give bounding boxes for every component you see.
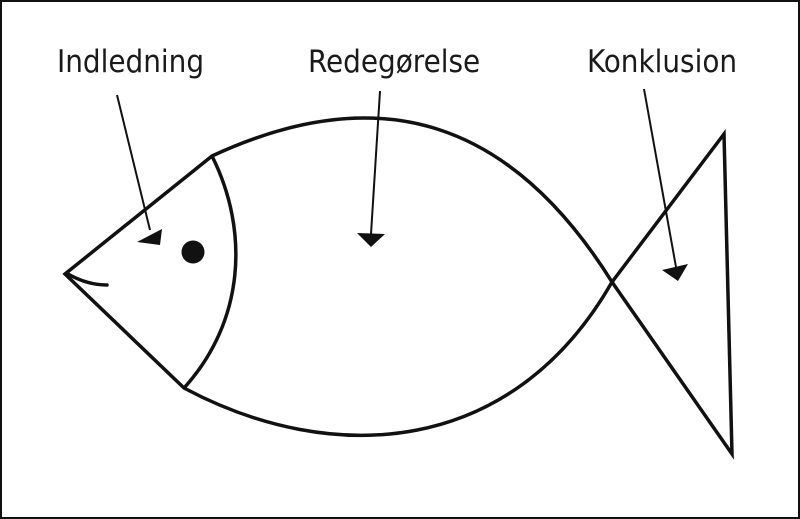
arrow-body (357, 90, 385, 247)
arrow-conclusion-shaft (643, 88, 677, 268)
arrow-intro-shaft (116, 94, 151, 231)
arrow-body-head (357, 233, 385, 247)
arrow-conclusion (643, 88, 688, 281)
arrow-intro (116, 94, 162, 245)
label-conclusion: Konklusion (587, 44, 737, 80)
eye-icon (181, 240, 205, 264)
label-body: Redegørelse (308, 44, 480, 80)
arrow-body-shaft (370, 90, 381, 235)
label-intro: Indledning (57, 44, 204, 80)
arrow-conclusion-head (662, 264, 688, 281)
arrow-intro-head (137, 229, 162, 245)
mouth-line (66, 272, 109, 287)
fish-body-outline (62, 116, 734, 460)
gill-line (182, 155, 238, 390)
